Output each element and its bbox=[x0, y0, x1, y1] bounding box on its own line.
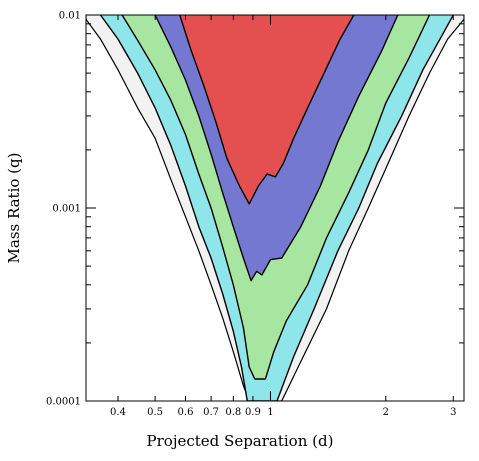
x-axis-label: Projected Separation (d) bbox=[147, 432, 334, 450]
x-tick-label: 3 bbox=[450, 407, 456, 418]
x-tick-label: 0.7 bbox=[203, 407, 219, 418]
y-tick-label: 0.01 bbox=[59, 11, 81, 22]
y-axis-label: Mass Ratio (q) bbox=[5, 153, 23, 264]
x-tick-label: 2 bbox=[383, 407, 389, 418]
x-tick-label: 0.6 bbox=[178, 407, 194, 418]
tick-labels: 0.4 0.5 0.6 0.7 0.8 0.9 1 2 3 0.0001 0.001 0.01 bbox=[46, 11, 456, 419]
x-tick-label: 0.9 bbox=[245, 407, 261, 418]
probability-regions bbox=[86, 15, 464, 401]
y-tick-label: 0.001 bbox=[52, 204, 81, 215]
x-tick-label: 0.4 bbox=[110, 407, 126, 418]
x-tick-label: 0.5 bbox=[147, 407, 163, 418]
y-tick-label: 0.0001 bbox=[46, 397, 81, 408]
x-tick-label: 0.8 bbox=[225, 407, 241, 418]
region-red bbox=[179, 15, 355, 205]
axis-ticks bbox=[86, 14, 464, 402]
x-tick-label: 1 bbox=[267, 407, 273, 418]
